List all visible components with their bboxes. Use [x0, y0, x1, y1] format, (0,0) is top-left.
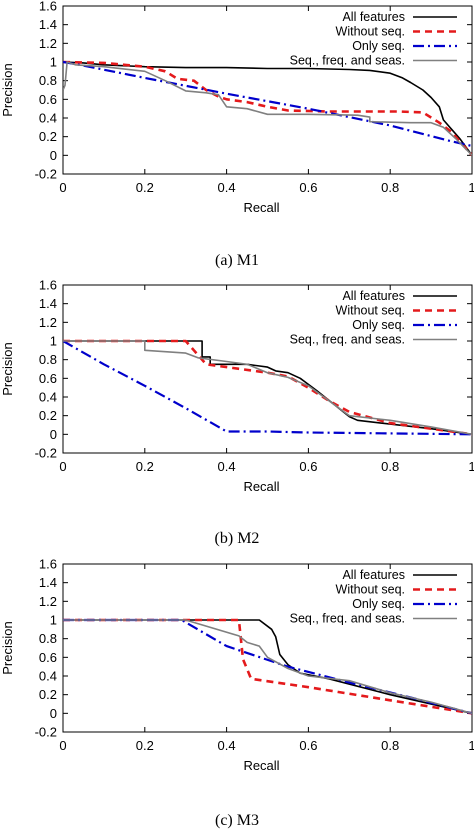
y-tick-label: -0.2 [35, 446, 57, 461]
x-tick-label: 0.4 [218, 459, 236, 474]
x-tick-label: 1 [468, 180, 474, 195]
y-tick-label: 0.8 [39, 352, 57, 367]
legend-label: Only seq. [352, 597, 405, 611]
y-tick-label: 0.2 [39, 129, 57, 144]
y-tick-label: 0.4 [39, 111, 57, 126]
chart-panel-2: -0.200.20.40.60.811.21.41.60 0.2 0.4 0.6 0.8… [0, 278, 474, 548]
legend-label: All features [342, 568, 405, 582]
legend-label: Without seq. [336, 304, 405, 318]
legend-label: All features [342, 289, 405, 303]
y-tick-label: 0 [50, 427, 57, 442]
series-line-2 [63, 60, 472, 157]
legend-label: Without seq. [336, 583, 405, 597]
y-tick-label: 0 [50, 706, 57, 721]
x-tick-label: 0.4 [218, 180, 236, 195]
x-tick-label: 0.6 [299, 738, 317, 753]
x-axis-label: Recall [243, 758, 279, 773]
x-axis-label: Recall [243, 200, 279, 215]
y-tick-label: 0.2 [39, 408, 57, 423]
y-tick-label: 1 [50, 334, 57, 349]
y-tick-label: 1.6 [39, 0, 57, 14]
series-line-3 [63, 340, 472, 436]
series-line-2 [63, 339, 472, 436]
x-tick-label: 0.6 [299, 459, 317, 474]
x-tick-label: 0 [59, 459, 66, 474]
series-line-4 [63, 340, 472, 436]
x-tick-label: 0.4 [218, 738, 236, 753]
y-tick-label: 1.6 [39, 557, 57, 572]
y-tick-label: 0.6 [39, 92, 57, 107]
x-tick-label: 0.8 [381, 738, 399, 753]
plot-frame [62, 284, 473, 454]
x-tick-label: 0.6 [299, 180, 317, 195]
y-tick-label: -0.2 [35, 167, 57, 182]
y-tick-label: -0.2 [35, 725, 57, 740]
x-tick-label: 1 [468, 738, 474, 753]
y-tick-label: 1.6 [39, 278, 57, 293]
chart-panel-1: -0.200.20.40.60.811.21.41.60 0.2 0.4 0.6 0.8… [0, 0, 474, 269]
series-line-1 [63, 61, 472, 156]
legend-label: Seq., freq. and seas. [290, 612, 405, 626]
x-tick-label: 0 [59, 738, 66, 753]
legend-label: Seq., freq. and seas. [290, 54, 405, 68]
series-line-1 [63, 619, 472, 715]
legend-label: Only seq. [352, 318, 405, 332]
x-tick-label: 0 [59, 180, 66, 195]
y-tick-label: 1.2 [39, 594, 57, 609]
y-tick-label: 0.8 [39, 73, 57, 88]
y-tick-label: 1.4 [39, 575, 57, 590]
y-tick-label: 0.6 [39, 650, 57, 665]
y-tick-label: 0.4 [39, 669, 57, 684]
y-tick-label: 1.4 [39, 17, 57, 32]
x-tick-label: 0.8 [381, 459, 399, 474]
x-tick-label: 0.2 [136, 459, 154, 474]
y-tick-label: 0.2 [39, 687, 57, 702]
series-line-4 [63, 61, 472, 156]
chart-caption: (a) M1 [215, 252, 259, 269]
chart-panel-3: -0.200.20.40.60.811.21.41.60 0.2 0.4 0.6 0.8… [0, 557, 474, 830]
legend-label: Seq., freq. and seas. [290, 333, 405, 347]
y-tick-label: 0.6 [39, 371, 57, 386]
y-tick-label: 1.2 [39, 36, 57, 51]
y-tick-label: 0 [50, 148, 57, 163]
series-line-3 [63, 60, 472, 148]
x-tick-label: 1 [468, 459, 474, 474]
legend-label: Without seq. [336, 25, 405, 39]
y-tick-label: 1 [50, 613, 57, 628]
x-tick-label: 0.2 [136, 180, 154, 195]
y-tick-label: 1 [50, 55, 57, 70]
legend-label: All features [342, 10, 405, 24]
y-axis-label: Precision [0, 621, 15, 674]
series-line-4 [63, 619, 472, 715]
y-axis-label: Precision [0, 342, 15, 395]
x-tick-label: 0.8 [381, 180, 399, 195]
plot-frame [62, 5, 473, 175]
y-tick-label: 0.4 [39, 390, 57, 405]
plot-frame [62, 563, 473, 733]
legend-label: Only seq. [352, 39, 405, 53]
y-tick-label: 1.2 [39, 315, 57, 330]
chart-caption: (c) M3 [215, 812, 259, 829]
x-tick-label: 0.2 [136, 738, 154, 753]
y-tick-label: 0.8 [39, 631, 57, 646]
series-line-1 [63, 340, 472, 436]
x-axis-label: Recall [243, 479, 279, 494]
y-axis-label: Precision [0, 63, 15, 116]
chart-caption: (b) M2 [215, 530, 260, 547]
y-tick-label: 1.4 [39, 296, 57, 311]
series-line-2 [63, 618, 472, 715]
